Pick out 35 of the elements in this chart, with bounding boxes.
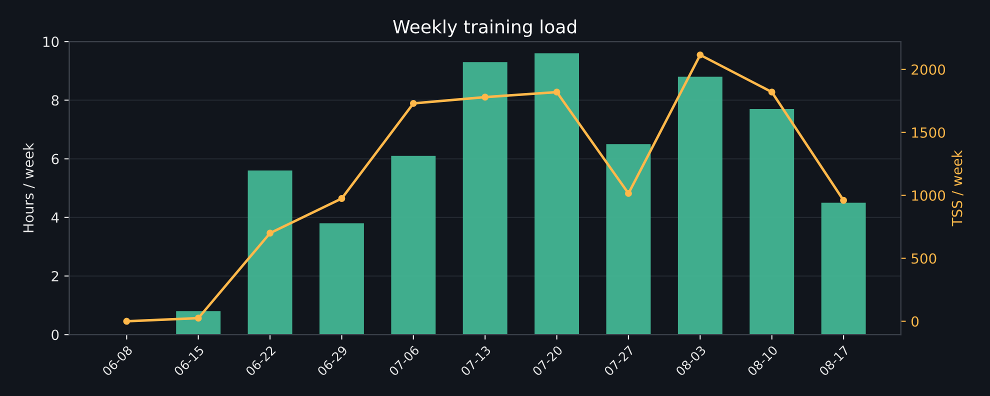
bar: [462, 62, 508, 335]
point: [338, 195, 346, 202]
point: [410, 100, 417, 107]
y2-tick-label: 2000: [912, 64, 946, 75]
point: [553, 88, 560, 96]
y-tick-label: 6: [52, 154, 59, 164]
y-tick-label: 2: [52, 270, 58, 282]
y2-tick-label: 500: [912, 253, 936, 264]
bar: [391, 156, 436, 335]
bar: [319, 223, 364, 335]
y2-axis-title: TSS / week: [952, 150, 964, 226]
y2-tick-label: 1000: [912, 190, 946, 201]
point: [840, 196, 848, 204]
point: [194, 314, 202, 322]
bar: [248, 170, 292, 335]
point: [696, 51, 704, 58]
point: [625, 190, 632, 197]
y-tick-label: 4: [51, 212, 59, 223]
bar: [176, 311, 221, 335]
bar: [534, 53, 580, 335]
bar: [750, 108, 794, 335]
y-axis-title: Hours / week: [22, 142, 35, 232]
y2-tick-label: 1500: [912, 127, 946, 138]
chart-title: Weekly training load: [393, 20, 576, 37]
point: [266, 230, 274, 237]
y-tick-label: 10: [43, 36, 59, 48]
point: [123, 318, 130, 325]
point: [768, 88, 776, 96]
y2-tick-label: 0: [912, 316, 919, 327]
bar: [678, 76, 722, 335]
y-tick-label: 0: [52, 330, 59, 340]
y-tick-label: 8: [52, 95, 59, 106]
bar: [821, 202, 866, 335]
bar: [606, 144, 651, 335]
point: [482, 94, 489, 101]
